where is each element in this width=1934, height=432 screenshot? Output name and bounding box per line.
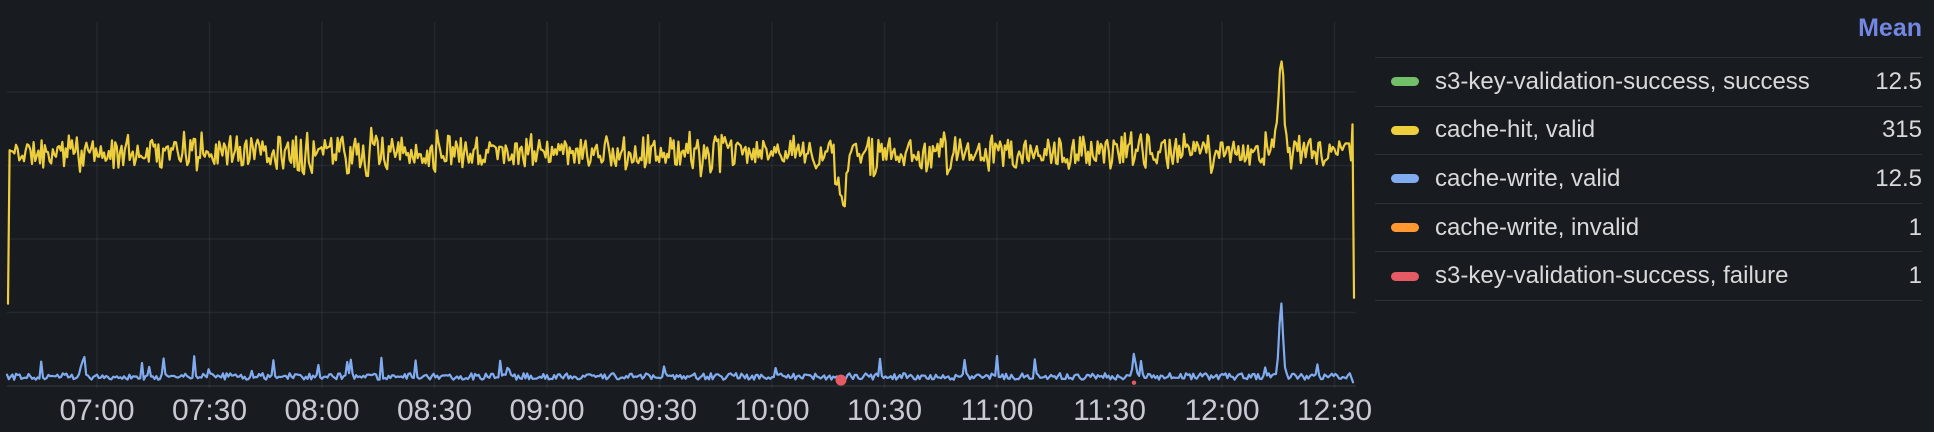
legend-series-mean-value: 1 xyxy=(1908,213,1922,241)
legend-series-swatch xyxy=(1391,125,1419,135)
legend-series-swatch xyxy=(1391,77,1419,87)
legend-row[interactable]: cache-hit, valid 315 xyxy=(1375,105,1922,155)
legend-row[interactable]: s3-key-validation-success, failure 1 xyxy=(1375,251,1922,301)
series-point xyxy=(1131,380,1137,385)
legend-series-label[interactable]: cache-hit, valid xyxy=(1435,116,1596,144)
legend-series-label[interactable]: cache-write, valid xyxy=(1435,164,1621,192)
series-line xyxy=(6,60,1356,305)
legend-series-mean-value: 12.5 xyxy=(1875,164,1922,192)
legend-series-swatch xyxy=(1391,174,1419,184)
legend-mean-sort-header[interactable]: Mean xyxy=(1858,14,1922,42)
legend-row[interactable]: cache-write, valid 12.5 xyxy=(1375,154,1922,203)
series-line xyxy=(5,302,1355,384)
series-point xyxy=(835,374,847,386)
legend-series-label[interactable]: cache-write, invalid xyxy=(1435,213,1640,241)
legend-row[interactable]: cache-write, invalid 1 xyxy=(1375,202,1922,252)
legend-series-mean-value: 12.5 xyxy=(1875,67,1922,95)
legend-series-label[interactable]: s3-key-validation-success, success xyxy=(1435,67,1810,95)
legend-series-label[interactable]: s3-key-validation-success, failure xyxy=(1435,262,1789,290)
legend-series-swatch xyxy=(1391,271,1419,281)
legend-series-swatch xyxy=(1391,223,1419,233)
legend-row[interactable]: s3-key-validation-success, success 12.5 xyxy=(1375,57,1922,106)
legend-series-mean-value: 1 xyxy=(1908,262,1922,290)
legend-rows: s3-key-validation-success, success 12.5 ca… xyxy=(1375,57,1922,301)
legend-series-mean-value: 315 xyxy=(1881,116,1922,144)
